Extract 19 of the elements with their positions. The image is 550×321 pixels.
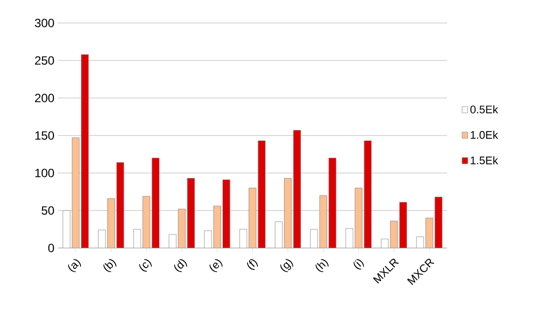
legend-label: 1.0Ek [470, 130, 498, 139]
x-tick-label: (h) [316, 259, 329, 272]
x-tick-label: (e) [210, 259, 223, 272]
y-tick-label: 50 [42, 206, 54, 215]
y-tick-label: 150 [35, 131, 54, 140]
legend-label: 1.5Ek [470, 156, 498, 164]
x-tick-label: (d) [174, 259, 188, 272]
legend-label: 0.5Ek [470, 105, 498, 114]
y-tick-label: 100 [35, 168, 54, 178]
y-tick-label: 250 [35, 56, 54, 65]
y-tick-label: 0 [48, 244, 54, 252]
x-tick-label: (b) [103, 259, 116, 272]
x-tick-label: (f) [247, 259, 258, 270]
x-tick-label: (i) [354, 259, 364, 270]
y-tick-label: 300 [34, 18, 54, 28]
x-tick-label: (c) [139, 259, 152, 272]
x-tick-label: (g) [280, 259, 294, 272]
x-tick-label: (a) [68, 259, 82, 272]
y-tick-label: 200 [35, 94, 54, 102]
